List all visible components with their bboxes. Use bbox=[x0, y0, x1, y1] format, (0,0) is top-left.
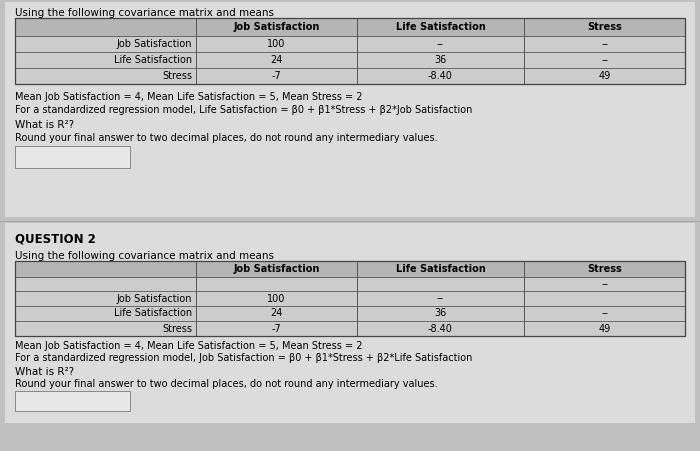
Text: QUESTION 2: QUESTION 2 bbox=[15, 233, 96, 246]
Bar bbox=[15, 291, 685, 306]
Bar bbox=[15, 36, 685, 52]
Text: What is R²?: What is R²? bbox=[15, 367, 74, 377]
Bar bbox=[15, 18, 685, 36]
Text: What is R²?: What is R²? bbox=[15, 120, 74, 130]
Text: For a standardized regression model, Job Satisfaction = β0 + β1*Stress + β2*Life: For a standardized regression model, Job… bbox=[15, 353, 472, 363]
Text: 24: 24 bbox=[270, 308, 283, 318]
Text: Job Satisfaction: Job Satisfaction bbox=[233, 264, 319, 274]
Text: Using the following covariance matrix and means: Using the following covariance matrix an… bbox=[15, 8, 274, 18]
Text: 100: 100 bbox=[267, 294, 286, 304]
Bar bbox=[15, 277, 685, 291]
Text: --: -- bbox=[601, 55, 608, 65]
Text: -8.40: -8.40 bbox=[428, 71, 453, 81]
Text: Stress: Stress bbox=[162, 71, 192, 81]
Text: Life Satisfaction: Life Satisfaction bbox=[114, 308, 192, 318]
Text: -7: -7 bbox=[272, 323, 281, 333]
Text: 36: 36 bbox=[434, 308, 447, 318]
Bar bbox=[15, 321, 685, 336]
Text: Job Satisfaction: Job Satisfaction bbox=[116, 294, 192, 304]
Text: For a standardized regression model, Life Satisfaction = β0 + β1*Stress + β2*Job: For a standardized regression model, Lif… bbox=[15, 105, 472, 115]
Bar bbox=[15, 68, 685, 84]
Text: Life Satisfaction: Life Satisfaction bbox=[395, 264, 485, 274]
Text: --: -- bbox=[437, 39, 444, 49]
Text: Stress: Stress bbox=[162, 323, 192, 333]
Text: --: -- bbox=[437, 294, 444, 304]
Bar bbox=[15, 52, 685, 68]
Text: Mean Job Satisfaction = 4, Mean Life Satisfaction = 5, Mean Stress = 2: Mean Job Satisfaction = 4, Mean Life Sat… bbox=[15, 92, 363, 102]
Text: 49: 49 bbox=[598, 323, 610, 333]
Text: Round your final answer to two decimal places, do not round any intermediary val: Round your final answer to two decimal p… bbox=[15, 133, 438, 143]
Text: -7: -7 bbox=[272, 71, 281, 81]
Text: Life Satisfaction: Life Satisfaction bbox=[114, 55, 192, 65]
Text: Round your final answer to two decimal places, do not round any intermediary val: Round your final answer to two decimal p… bbox=[15, 379, 438, 389]
Text: --: -- bbox=[601, 308, 608, 318]
Bar bbox=[15, 18, 685, 84]
Text: Using the following covariance matrix and means: Using the following covariance matrix an… bbox=[15, 251, 274, 261]
Bar bbox=[15, 306, 685, 321]
Bar bbox=[15, 261, 685, 277]
Text: Stress: Stress bbox=[587, 264, 622, 274]
Text: Job Satisfaction: Job Satisfaction bbox=[116, 39, 192, 49]
Text: --: -- bbox=[601, 39, 608, 49]
Bar bbox=[5, 2, 695, 217]
Bar bbox=[5, 223, 695, 423]
Text: 100: 100 bbox=[267, 39, 286, 49]
Text: Life Satisfaction: Life Satisfaction bbox=[395, 22, 485, 32]
Bar bbox=[15, 391, 130, 411]
Bar bbox=[15, 261, 685, 336]
Text: Mean Job Satisfaction = 4, Mean Life Satisfaction = 5, Mean Stress = 2: Mean Job Satisfaction = 4, Mean Life Sat… bbox=[15, 341, 363, 351]
Text: --: -- bbox=[601, 279, 608, 289]
Text: 24: 24 bbox=[270, 55, 283, 65]
Bar bbox=[15, 146, 130, 168]
Text: 36: 36 bbox=[434, 55, 447, 65]
Text: -8.40: -8.40 bbox=[428, 323, 453, 333]
Text: Stress: Stress bbox=[587, 22, 622, 32]
Text: Job Satisfaction: Job Satisfaction bbox=[233, 22, 319, 32]
Text: 49: 49 bbox=[598, 71, 610, 81]
